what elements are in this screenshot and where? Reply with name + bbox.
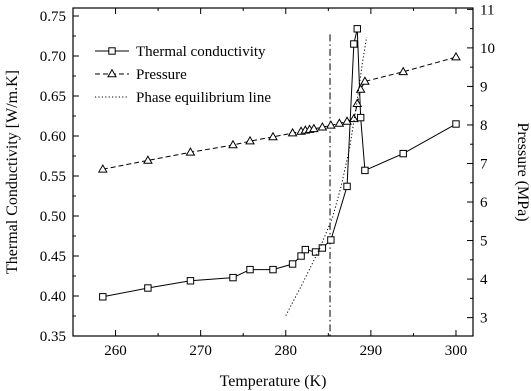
triangle-marker — [352, 98, 363, 108]
square-marker — [288, 260, 297, 268]
y-right-tick-label: 11 — [480, 2, 494, 18]
square-marker — [318, 244, 327, 252]
square-marker — [353, 25, 361, 33]
legend-label: Thermal conductivity — [136, 44, 266, 60]
y-left-tick-label: 0.70 — [40, 49, 66, 65]
y-right-tick-label: 6 — [480, 195, 488, 211]
y-right-axis-title: Pressure (MPa) — [514, 122, 531, 221]
x-axis-title: Temperature (K) — [220, 373, 327, 390]
square-marker — [297, 252, 305, 260]
legend-label: Pressure — [136, 67, 187, 83]
square-marker — [246, 265, 254, 274]
y-right-tick-label: 3 — [480, 311, 488, 327]
y-right-tick-label: 9 — [480, 79, 488, 95]
square-marker — [186, 277, 195, 285]
axis-ticks: 260 270 280 290 300 0.35 0.40 0.45 0.50 0.55 0.60 0… — [40, 2, 495, 359]
triangle-marker — [355, 84, 366, 93]
square-marker — [452, 120, 460, 128]
y-left-tick-label: 0.75 — [40, 9, 66, 25]
y-right-tick-label: 5 — [480, 234, 488, 250]
square-marker — [229, 273, 237, 282]
y-left-axis-title: Thermal Conductivity [W/m.K] — [4, 70, 21, 274]
square-marker — [99, 293, 107, 301]
square-marker — [269, 265, 277, 274]
triangle-marker — [326, 120, 336, 129]
series-layer — [97, 25, 461, 336]
x-tick-label: 290 — [360, 343, 383, 359]
x-tick-label: 260 — [104, 343, 127, 359]
triangle-marker — [268, 131, 278, 141]
triangle-marker — [342, 116, 352, 125]
triangle-marker — [228, 139, 238, 149]
triangle-marker — [334, 118, 345, 127]
y-right-tick-label: 8 — [480, 118, 488, 134]
square-marker — [361, 166, 369, 175]
y-left-tick-label: 0.35 — [40, 329, 66, 345]
square-marker — [311, 248, 320, 256]
triangle-marker — [398, 66, 409, 76]
square-marker — [399, 149, 407, 158]
square-marker — [327, 236, 335, 244]
triangle-marker — [287, 127, 298, 137]
square-marker — [144, 284, 152, 292]
series-0 — [99, 25, 460, 301]
series-line — [102, 56, 457, 170]
y-left-tick-label: 0.65 — [40, 89, 66, 105]
y-left-tick-label: 0.60 — [40, 129, 66, 145]
square-marker — [343, 182, 351, 191]
triangle-marker — [360, 76, 370, 85]
y-right-tick-label: 7 — [480, 156, 488, 172]
triangle-marker — [348, 113, 359, 123]
series-1 — [97, 51, 461, 173]
y-left-tick-label: 0.40 — [40, 289, 66, 305]
triangle-marker — [245, 135, 255, 145]
triangle-marker — [451, 51, 461, 61]
square-marker — [301, 245, 310, 254]
y-left-tick-label: 0.55 — [40, 169, 66, 185]
y-right-tick-label: 4 — [480, 272, 488, 288]
triangle-marker — [317, 122, 328, 131]
triangle-marker — [97, 164, 108, 173]
square-marker — [350, 40, 358, 48]
triangle-marker — [308, 123, 319, 133]
square-marker — [108, 47, 116, 55]
series-2 — [285, 37, 368, 316]
x-tick-label: 270 — [189, 343, 212, 359]
plot-frame — [72, 7, 474, 337]
triangle-marker — [143, 155, 153, 164]
y-right-tick-label: 10 — [480, 41, 495, 57]
x-tick-label: 300 — [445, 343, 468, 359]
series-line — [285, 37, 368, 316]
y-left-tick-label: 0.50 — [40, 209, 66, 225]
legend: Thermal conductivity Pressure Phase equili… — [95, 44, 271, 106]
y-left-tick-label: 0.45 — [40, 249, 66, 265]
x-tick-label: 280 — [275, 343, 298, 359]
triangle-marker — [185, 147, 196, 156]
legend-label: Phase equilibrium line — [136, 90, 271, 106]
square-marker — [356, 113, 365, 122]
triangle-marker — [107, 68, 117, 78]
